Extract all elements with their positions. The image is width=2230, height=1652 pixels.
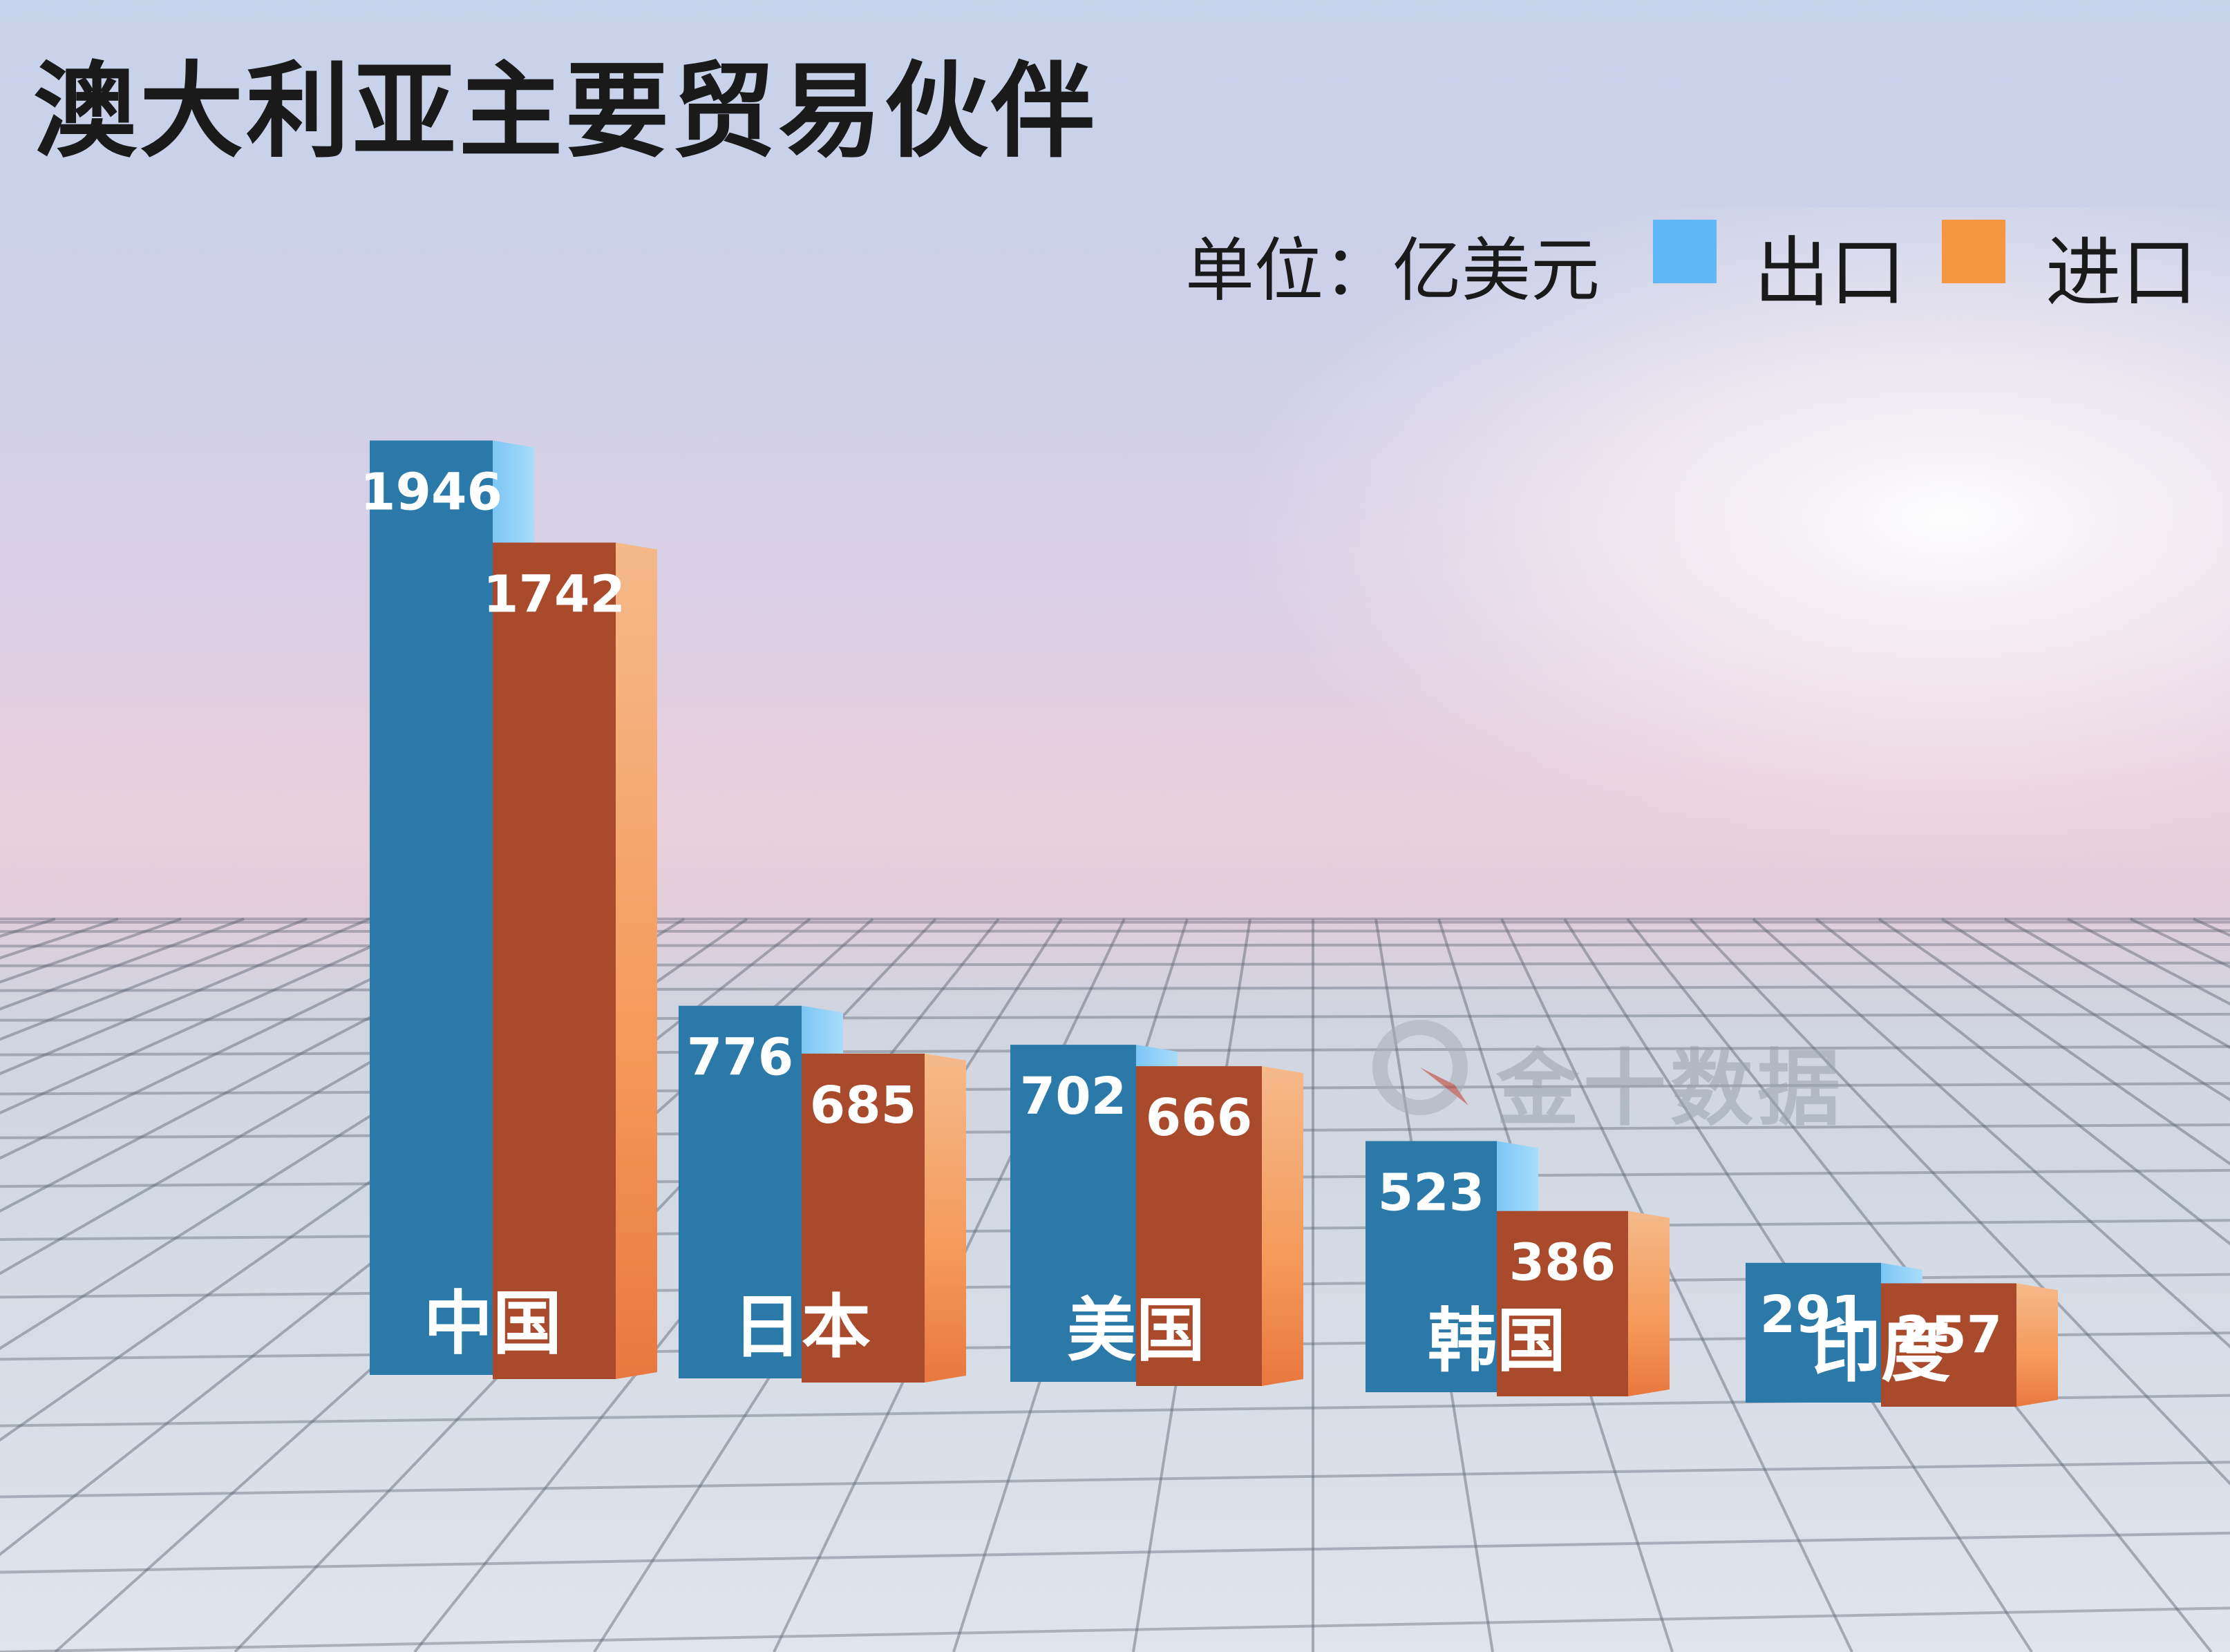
grid-line <box>1500 918 1853 1652</box>
grid-line <box>0 918 370 1076</box>
grid-line <box>0 918 433 1114</box>
bar-group-2: 702 666 美国 <box>1010 1045 1303 1386</box>
category-label: 韩国 <box>1428 1300 1566 1381</box>
bar-export <box>370 440 493 1375</box>
category-label: 日本 <box>733 1287 871 1367</box>
data-label: 291 <box>1760 1285 1867 1345</box>
bar-group: 1946 1742 中国 776 685 日本 702 666 美国 523 386 韩国 291 257… <box>360 440 2058 1407</box>
grid-line <box>1689 918 2230 1486</box>
bar-side <box>1262 1066 1303 1386</box>
bar-import <box>1136 1066 1262 1386</box>
data-label: 523 <box>1378 1164 1484 1223</box>
category-label: 美国 <box>1067 1290 1205 1371</box>
chart-title: 澳大利亚主要贸易伙伴 <box>33 52 1098 172</box>
data-label: 666 <box>1146 1088 1252 1148</box>
bar-side <box>616 542 657 1379</box>
grid-line <box>1940 918 2230 1102</box>
category-label: 中国 <box>424 1283 562 1364</box>
grid-line <box>0 942 2230 948</box>
bar-export <box>1746 1262 1881 1403</box>
bar-side <box>1628 1210 1670 1396</box>
bar-side <box>925 1053 966 1383</box>
legend-label-export: 出口 <box>1754 229 1906 317</box>
legend-swatch-import <box>1942 220 2005 283</box>
grid-line <box>0 918 559 1213</box>
data-label: 702 <box>1020 1067 1126 1126</box>
bar-export <box>679 1005 802 1378</box>
data-label: 257 <box>1896 1305 2002 1365</box>
category-label: 印度 <box>1812 1311 1950 1392</box>
bar-import <box>802 1053 925 1383</box>
grid-line <box>1752 918 2230 1349</box>
grid-line <box>0 918 496 1160</box>
grid-line <box>1878 918 2230 1166</box>
bar-export <box>1010 1045 1136 1382</box>
grid-line <box>0 1531 2230 1574</box>
bar-export <box>1366 1141 1497 1392</box>
bar-import <box>1881 1283 2016 1407</box>
background-glow <box>1175 207 2230 898</box>
bar-import <box>1497 1210 1628 1396</box>
bar-group-3: 523 386 韩国 <box>1366 1141 1670 1396</box>
data-label: 776 <box>687 1028 793 1088</box>
grid-line <box>0 1606 2230 1652</box>
data-label: 1946 <box>360 463 502 522</box>
grid-line <box>2004 918 2230 1050</box>
watermark-text: 金十数据 <box>1496 1041 1844 1137</box>
data-label: 685 <box>810 1076 916 1135</box>
grid-line <box>1815 918 2230 1246</box>
legend-swatch-export <box>1653 220 1717 283</box>
data-label: 386 <box>1509 1233 1616 1293</box>
watermark: 金十数据 <box>1372 1016 1855 1137</box>
unit-label: 单位：亿美元 <box>1185 230 1600 311</box>
bar-import <box>493 542 616 1379</box>
bar-group-1: 776 685 日本 <box>679 1005 966 1383</box>
bar-side <box>2016 1283 2058 1407</box>
bar-group-0: 1946 1742 中国 <box>360 440 657 1379</box>
grid-line <box>0 1461 2230 1499</box>
jin10-logo-icon <box>1372 1020 1468 1115</box>
legend-label-import: 进口 <box>2045 229 2198 317</box>
data-label: 1742 <box>483 564 625 624</box>
